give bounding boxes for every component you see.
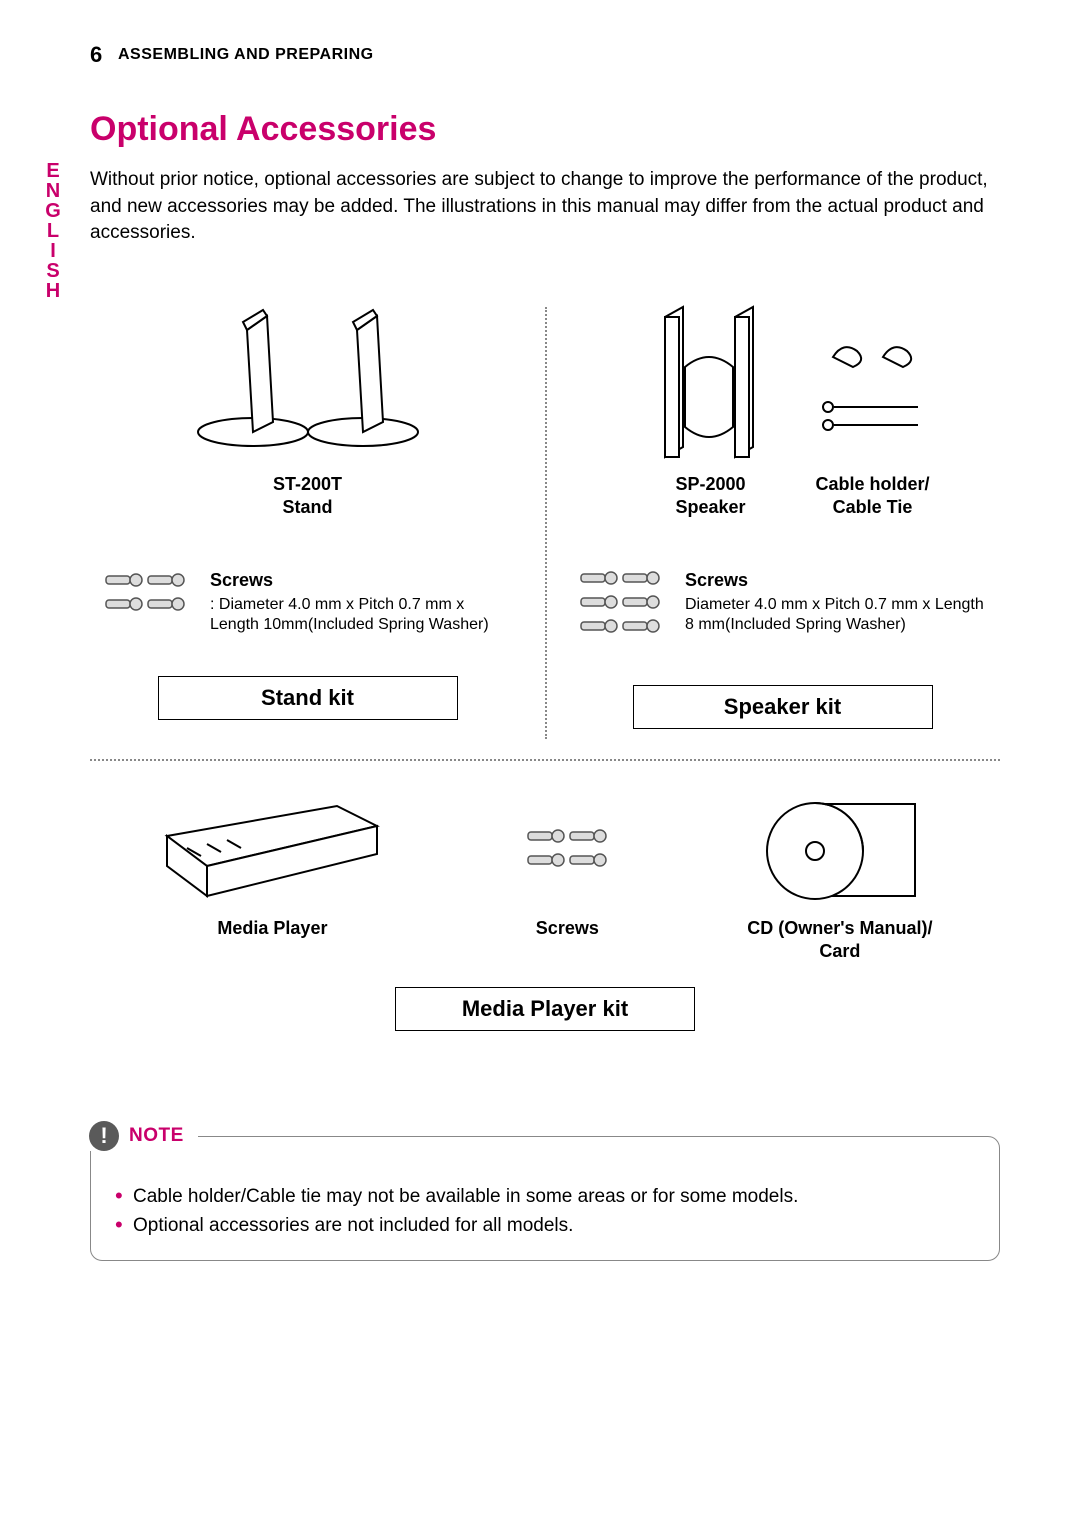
cd-illustration [747, 791, 932, 911]
main-content: Optional Accessories Without prior notic… [90, 110, 1000, 1031]
media-player-illustration [157, 791, 387, 911]
speaker-screws-text: Screws Diameter 4.0 mm x Pitch 0.7 mm x … [685, 570, 990, 637]
stand-illustration [100, 307, 515, 467]
stand-kit-badge: Stand kit [158, 676, 458, 720]
media-player-item: Media Player [157, 791, 387, 940]
cable-illustration [815, 307, 929, 467]
note-box: ! NOTE Cable holder/Cable tie may not be… [90, 1136, 1000, 1261]
cable-label: Cable holder/ Cable Tie [815, 473, 929, 520]
language-tab: ENGLISH [40, 160, 64, 300]
cable-item: Cable holder/ Cable Tie [815, 307, 929, 520]
page-number: 6 [90, 42, 102, 68]
note-header: ! NOTE [89, 1121, 198, 1151]
mp-screws-label: Screws [522, 917, 612, 940]
media-player-label: Media Player [157, 917, 387, 940]
speaker-screws-label: Screws [685, 570, 990, 591]
speaker-name: Speaker [675, 497, 745, 517]
media-player-row: Media Player Screws [90, 791, 1000, 964]
screws-icon [575, 570, 665, 645]
stand-kit-column: ST-200T Stand [90, 307, 545, 729]
horizontal-divider [90, 759, 1000, 761]
running-head: ASSEMBLING AND PREPARING [118, 46, 374, 64]
mp-screws-item: Screws [522, 791, 612, 940]
cable-line1: Cable holder/ [815, 474, 929, 494]
speaker-item: SP-2000 Speaker [635, 307, 785, 520]
speaker-screws-row: Screws Diameter 4.0 mm x Pitch 0.7 mm x … [575, 570, 990, 645]
stand-screws-spec: : Diameter 4.0 mm x Pitch 0.7 mm x Lengt… [210, 595, 515, 637]
note-bullet: Cable holder/Cable tie may not be availa… [115, 1183, 975, 1212]
stand-name: Stand [282, 497, 332, 517]
note-title: NOTE [129, 1125, 184, 1147]
stand-screws-row: Screws : Diameter 4.0 mm x Pitch 0.7 mm … [100, 570, 515, 637]
stand-item: ST-200T Stand [100, 307, 515, 520]
info-icon: ! [89, 1121, 119, 1151]
speaker-model: SP-2000 [675, 474, 745, 494]
stand-label: ST-200T Stand [100, 473, 515, 520]
speaker-kit-column: SP-2000 Speaker [545, 307, 1000, 729]
speaker-screws-spec: Diameter 4.0 mm x Pitch 0.7 mm x Length … [685, 595, 990, 637]
section-intro: Without prior notice, optional accessori… [90, 167, 1000, 247]
cable-line2: Cable Tie [833, 497, 913, 517]
cd-item: CD (Owner's Manual)/ Card [747, 791, 932, 964]
screws-icon [100, 570, 190, 625]
media-player-kit-badge: Media Player kit [395, 987, 695, 1031]
speaker-illustration [635, 307, 785, 467]
top-kits-row: ST-200T Stand [90, 307, 1000, 729]
cd-label: CD (Owner's Manual)/ Card [747, 917, 932, 964]
note-bullet: Optional accessories are not included fo… [115, 1212, 975, 1241]
note-list: Cable holder/Cable tie may not be availa… [115, 1183, 975, 1240]
stand-model: ST-200T [273, 474, 342, 494]
mp-screws-illustration [522, 791, 612, 911]
speaker-label: SP-2000 Speaker [635, 473, 785, 520]
kits-area: ST-200T Stand [90, 307, 1000, 1032]
stand-screws-text: Screws : Diameter 4.0 mm x Pitch 0.7 mm … [210, 570, 515, 637]
vertical-divider [545, 307, 547, 739]
speaker-kit-badge: Speaker kit [633, 685, 933, 729]
section-title: Optional Accessories [90, 110, 1000, 149]
stand-screws-label: Screws [210, 570, 515, 591]
